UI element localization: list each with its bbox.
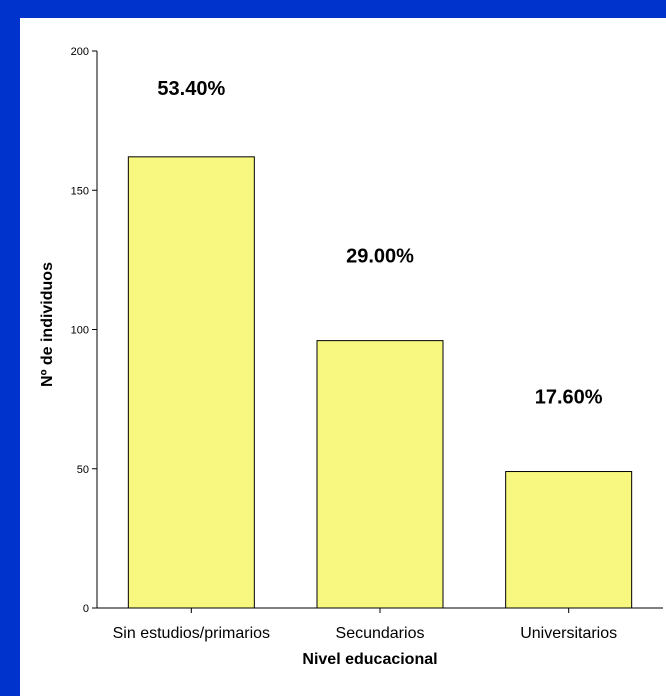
bars bbox=[127, 156, 633, 609]
y-tick-label: 100 bbox=[71, 325, 89, 337]
x-tick-label: Secundarios bbox=[336, 625, 425, 642]
y-tick-label: 0 bbox=[83, 603, 89, 615]
bar-2 bbox=[316, 340, 444, 609]
y-axis: 0 50 100 150 200 bbox=[71, 46, 98, 615]
bar-1 bbox=[127, 156, 255, 609]
y-tick-label: 50 bbox=[77, 464, 89, 476]
bar-chart: 0 50 100 150 200 53.40% 29.00% 17.60% Sin estu… bbox=[39, 46, 663, 668]
data-labels: 53.40% 29.00% 17.60% bbox=[157, 78, 602, 409]
data-label-1: 53.40% bbox=[157, 78, 225, 100]
x-axis-title: Nivel educacional bbox=[302, 651, 437, 668]
bar-3 bbox=[505, 471, 633, 609]
chart-panel: 0 50 100 150 200 53.40% 29.00% 17.60% Sin estu… bbox=[20, 18, 666, 696]
x-axis: Sin estudios/primarios Secundarios Univers… bbox=[97, 607, 663, 642]
x-tick-label: Universitarios bbox=[520, 625, 617, 642]
y-tick-label: 200 bbox=[71, 46, 89, 58]
x-tick-label: Sin estudios/primarios bbox=[113, 625, 270, 642]
y-tick-label: 150 bbox=[71, 185, 89, 197]
data-label-3: 17.60% bbox=[535, 387, 603, 409]
data-label-2: 29.00% bbox=[346, 246, 414, 268]
y-axis-title: Nº de individuos bbox=[39, 262, 56, 387]
